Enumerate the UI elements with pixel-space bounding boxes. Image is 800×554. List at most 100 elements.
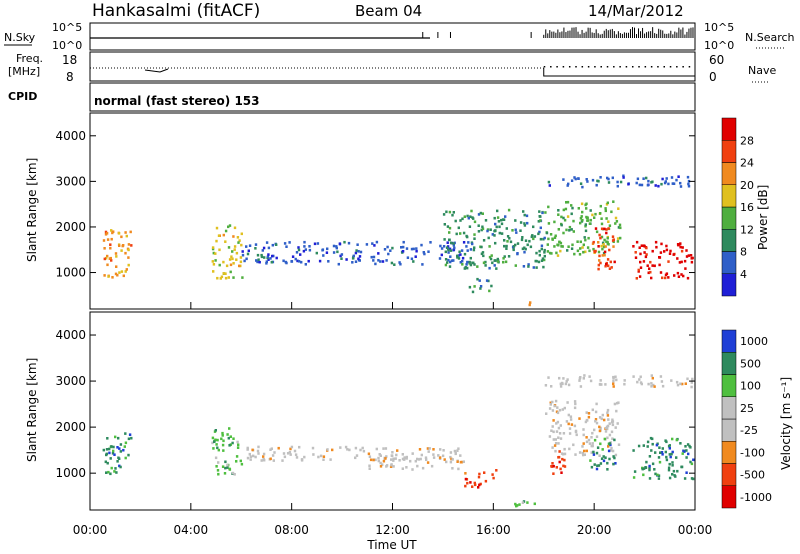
data-cell	[496, 209, 499, 213]
data-cell	[532, 225, 535, 229]
data-cell	[273, 451, 276, 454]
data-cell	[521, 247, 525, 251]
data-cell	[127, 453, 130, 457]
data-cell	[377, 459, 380, 463]
data-cell	[507, 208, 511, 212]
data-cell	[667, 276, 670, 279]
data-cell	[105, 453, 108, 457]
data-cell	[245, 257, 248, 261]
data-cell	[440, 253, 443, 257]
data-cell	[128, 433, 132, 436]
data-cell	[680, 273, 683, 276]
freq-panel: Freq. [MHz] 18 8 60 0 Nave	[8, 51, 776, 84]
data-cell	[110, 466, 113, 470]
data-cell	[361, 446, 364, 450]
data-cell	[560, 223, 563, 227]
data-cell	[473, 246, 476, 249]
data-cell	[127, 256, 130, 259]
data-cell	[495, 469, 498, 472]
data-cell	[522, 265, 526, 268]
nsky-label: N.Sky	[4, 31, 36, 44]
data-cell	[373, 244, 376, 247]
data-cell	[493, 264, 496, 267]
data-cell	[554, 234, 557, 238]
data-cell	[505, 247, 508, 250]
data-cell	[494, 222, 497, 226]
data-cell	[560, 471, 563, 474]
data-cell	[543, 248, 546, 252]
data-cell	[537, 220, 540, 223]
data-cell	[560, 452, 564, 455]
data-cell	[332, 244, 336, 248]
data-cell	[648, 455, 652, 458]
data-cell	[528, 303, 531, 307]
data-cell	[568, 427, 572, 430]
data-cell	[604, 430, 608, 433]
data-cell	[616, 422, 619, 425]
data-cell	[110, 229, 113, 232]
data-cell	[586, 216, 589, 220]
power-colorbar-label: Power [dB]	[756, 185, 770, 250]
data-cell	[679, 181, 682, 185]
data-cell	[429, 241, 432, 244]
data-cell	[109, 457, 112, 460]
data-cell	[471, 261, 474, 265]
data-cell	[490, 284, 493, 288]
data-cell	[382, 447, 385, 450]
data-cell	[582, 433, 585, 437]
data-cell	[338, 242, 342, 245]
data-cell	[574, 453, 577, 456]
data-cell	[122, 244, 125, 247]
data-cell	[331, 448, 334, 452]
data-cell	[606, 236, 609, 240]
data-cell	[120, 249, 123, 252]
data-cell	[281, 459, 284, 462]
x-tick-label: 00:00	[73, 523, 108, 537]
data-cell	[277, 446, 280, 450]
data-cell	[584, 224, 587, 228]
data-cell	[585, 436, 588, 439]
data-cell	[612, 375, 615, 379]
data-cell	[599, 379, 602, 382]
data-cell	[419, 457, 422, 461]
data-cell	[552, 438, 555, 441]
data-cell	[466, 481, 469, 485]
data-cell	[598, 233, 601, 237]
data-cell	[679, 185, 683, 188]
data-cell	[229, 263, 233, 267]
data-cell	[282, 452, 286, 455]
data-cell	[249, 458, 252, 461]
data-cell	[582, 453, 585, 457]
data-cell	[567, 413, 570, 417]
data-cell	[228, 467, 231, 471]
data-cell	[498, 231, 501, 235]
data-cell	[322, 254, 325, 257]
data-cell	[689, 254, 693, 257]
data-cell	[552, 464, 555, 468]
data-cell	[589, 209, 592, 212]
data-cell	[599, 176, 602, 179]
data-cell	[403, 456, 406, 459]
y-tick-label: 4000	[55, 129, 86, 143]
data-cell	[639, 266, 643, 269]
nave-tick-bottom: 0	[709, 70, 717, 84]
data-cell	[670, 176, 674, 179]
data-cell	[226, 463, 229, 467]
data-cell	[398, 459, 401, 462]
data-cell	[444, 258, 448, 261]
data-cell	[488, 289, 491, 293]
data-cell	[555, 466, 558, 469]
data-cell	[632, 375, 635, 378]
data-cell	[563, 452, 567, 456]
data-cell	[103, 247, 106, 250]
data-cell	[692, 458, 695, 462]
data-cell	[690, 260, 694, 264]
data-cell	[520, 238, 524, 242]
data-cell	[120, 270, 124, 273]
data-cell	[239, 260, 243, 264]
data-cell	[302, 249, 306, 253]
data-cell	[500, 218, 503, 222]
data-cell	[679, 382, 682, 386]
data-cell	[283, 242, 287, 245]
data-cell	[575, 433, 578, 437]
